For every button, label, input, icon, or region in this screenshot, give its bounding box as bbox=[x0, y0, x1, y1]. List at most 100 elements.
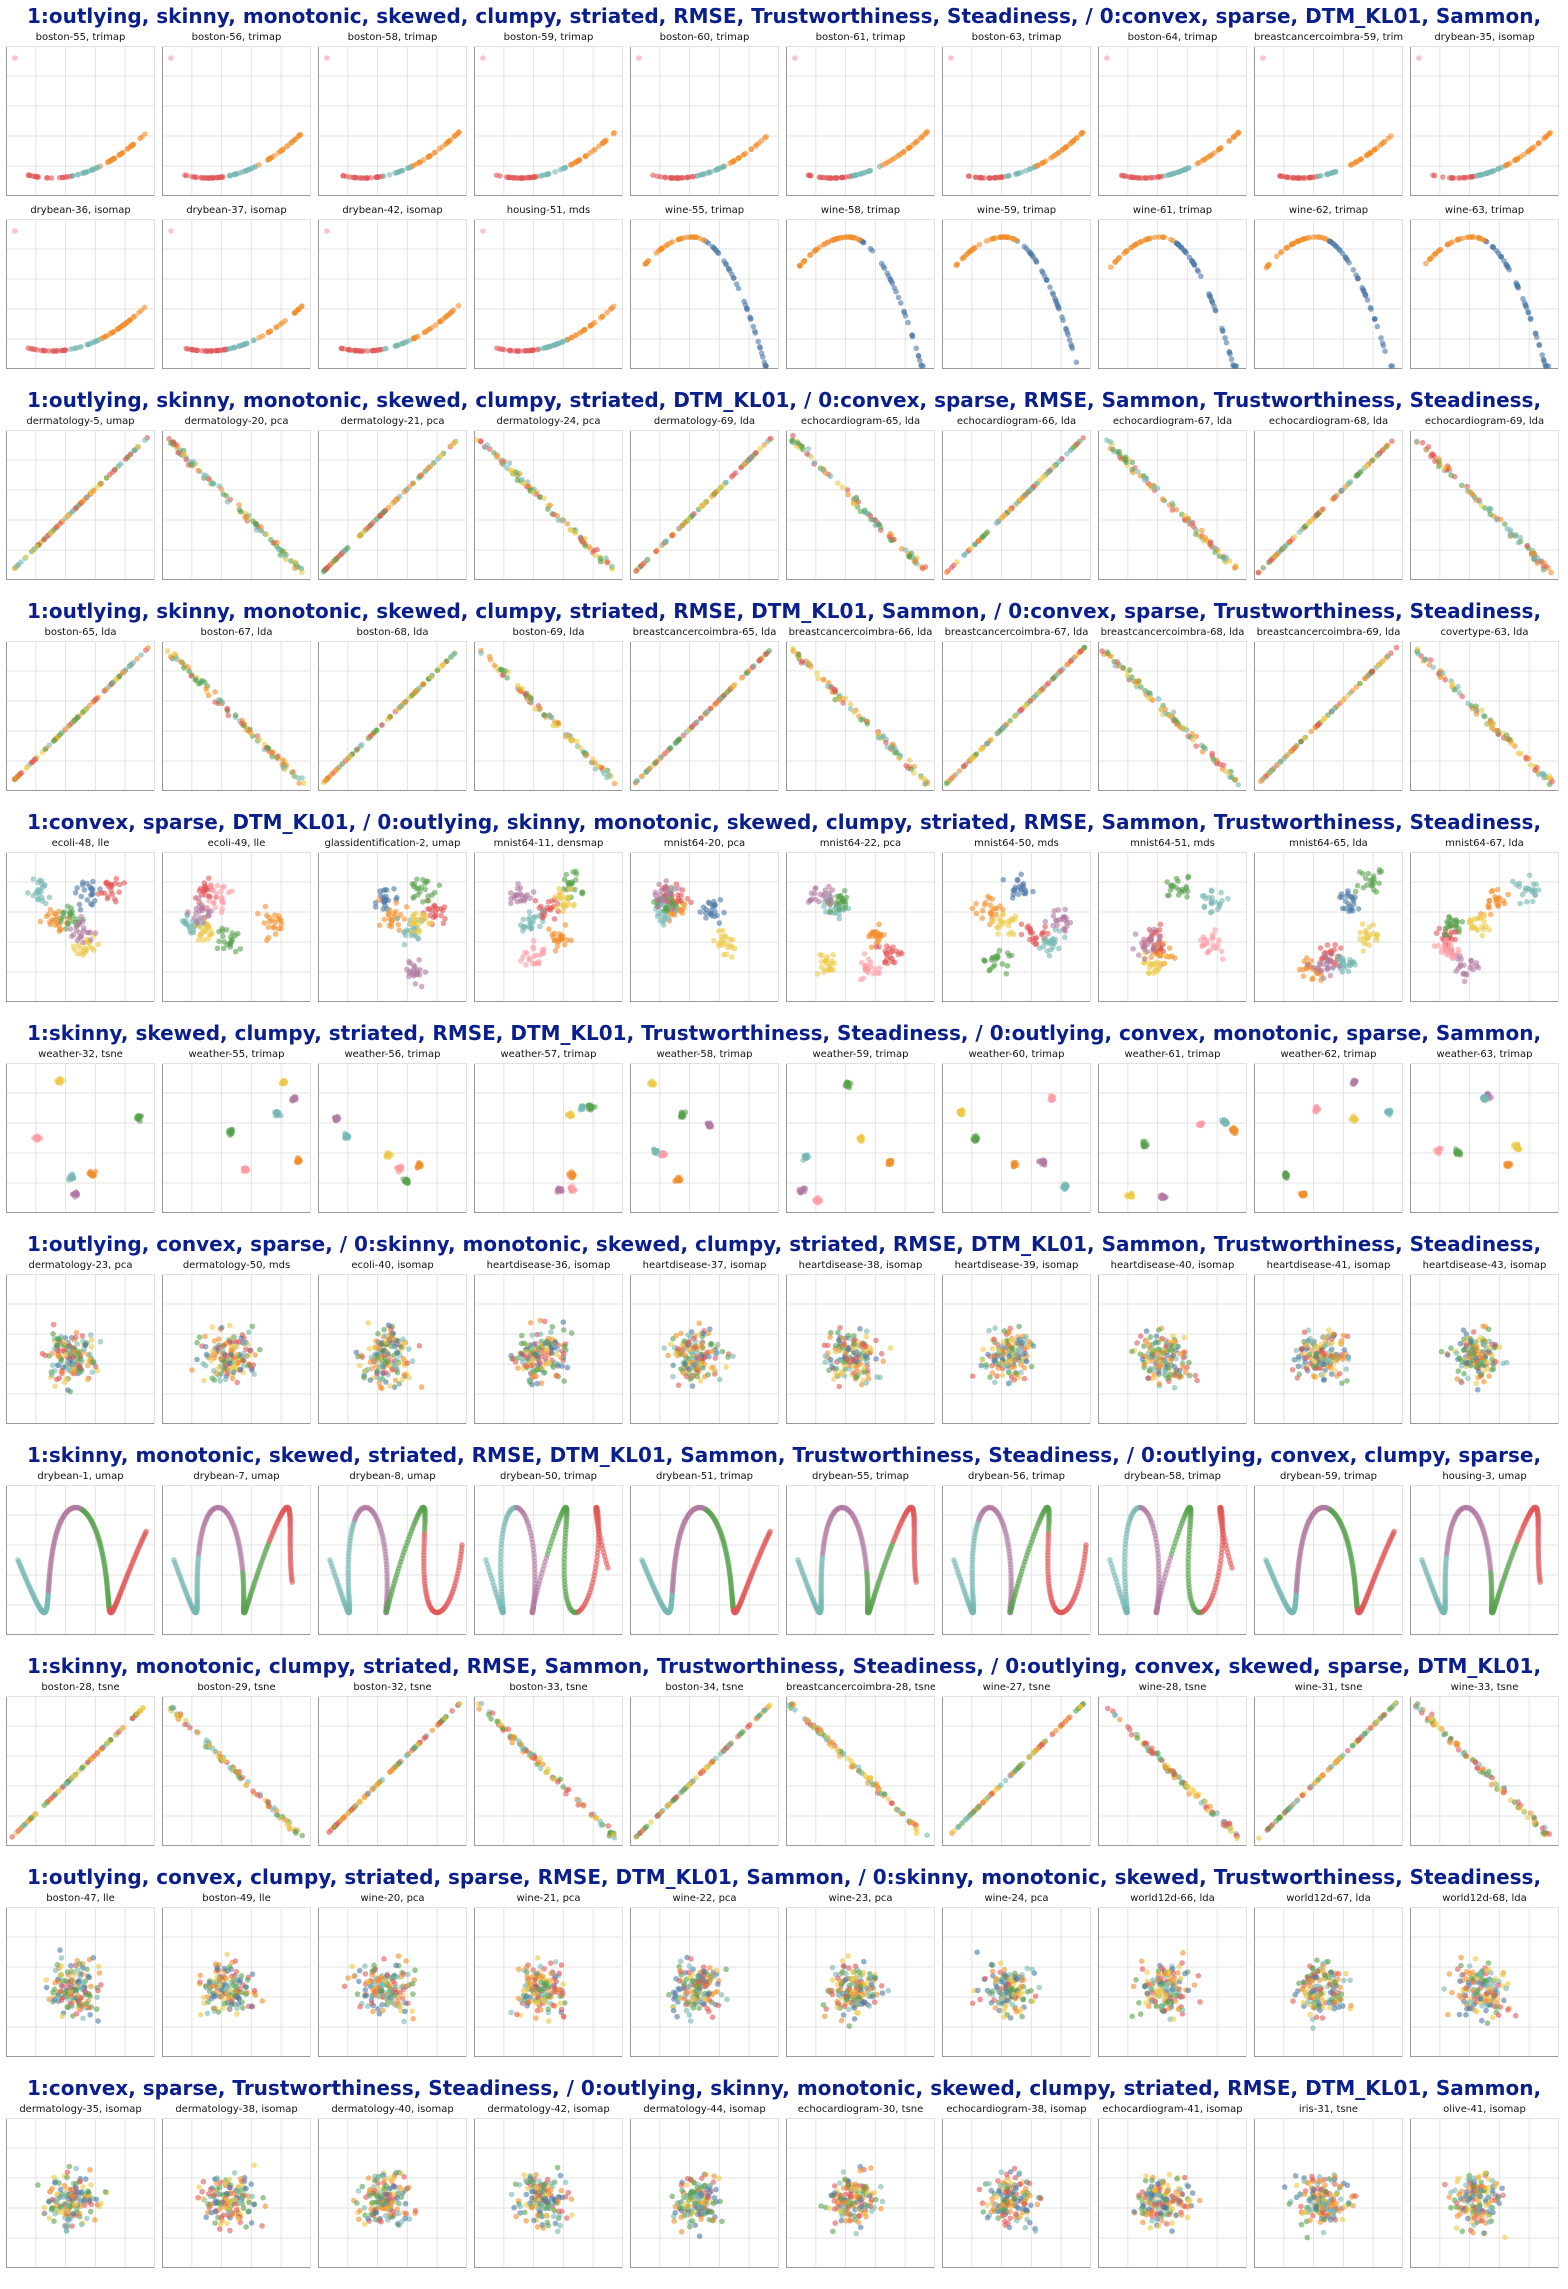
point bbox=[92, 930, 99, 936]
point bbox=[1502, 521, 1508, 527]
point bbox=[738, 464, 744, 471]
point bbox=[578, 536, 584, 542]
point bbox=[81, 945, 87, 952]
point bbox=[23, 554, 30, 560]
point bbox=[405, 165, 411, 171]
point bbox=[422, 969, 429, 975]
point bbox=[530, 489, 536, 496]
point bbox=[576, 157, 583, 163]
point bbox=[279, 147, 285, 153]
point bbox=[747, 315, 754, 322]
panel-border bbox=[474, 641, 623, 791]
point bbox=[501, 346, 507, 353]
point bbox=[1308, 728, 1315, 735]
point bbox=[1451, 687, 1458, 693]
plot-caption: wine-61, trimap bbox=[1132, 205, 1213, 216]
point bbox=[841, 887, 848, 894]
point bbox=[1422, 656, 1429, 663]
point bbox=[239, 720, 245, 727]
point bbox=[415, 929, 422, 936]
point bbox=[980, 533, 987, 540]
point bbox=[519, 476, 525, 483]
point bbox=[840, 898, 847, 905]
point bbox=[1440, 174, 1446, 180]
point bbox=[836, 893, 843, 900]
point bbox=[1320, 506, 1326, 512]
point bbox=[604, 309, 610, 316]
point bbox=[372, 904, 379, 910]
point bbox=[550, 934, 557, 940]
point bbox=[1228, 356, 1235, 363]
point bbox=[1197, 533, 1203, 540]
point bbox=[1172, 717, 1179, 723]
point bbox=[824, 897, 831, 904]
axis-frame bbox=[786, 46, 935, 196]
point bbox=[436, 146, 443, 152]
panel-border bbox=[318, 852, 467, 1002]
axis-frame bbox=[6, 852, 155, 1002]
point bbox=[664, 898, 670, 905]
point bbox=[1430, 172, 1436, 178]
point bbox=[74, 885, 80, 891]
point bbox=[552, 169, 558, 175]
point bbox=[1001, 512, 1008, 518]
plot-panel: covertype-63, lda bbox=[1410, 625, 1559, 791]
point bbox=[218, 486, 225, 492]
point bbox=[203, 473, 210, 479]
point bbox=[219, 884, 226, 891]
plot-caption: boston-65, lda bbox=[44, 627, 117, 638]
axis-frame bbox=[786, 641, 935, 791]
point bbox=[1079, 129, 1086, 136]
point bbox=[333, 767, 340, 773]
plot-panel: wine-63, trimap bbox=[1410, 203, 1559, 369]
point bbox=[808, 664, 814, 670]
point bbox=[609, 563, 615, 570]
point bbox=[763, 133, 769, 140]
point bbox=[845, 491, 851, 498]
point bbox=[224, 705, 230, 712]
plot-caption: echocardiogram-67, lda bbox=[1112, 416, 1233, 427]
point bbox=[420, 681, 427, 687]
point bbox=[669, 532, 675, 539]
point bbox=[551, 916, 558, 922]
point bbox=[1497, 516, 1504, 523]
panel-border bbox=[162, 641, 311, 791]
point bbox=[891, 285, 898, 291]
point bbox=[732, 470, 739, 476]
point bbox=[643, 260, 649, 267]
point bbox=[1499, 164, 1505, 170]
point bbox=[1382, 348, 1388, 354]
point bbox=[697, 909, 703, 915]
scatter-plot bbox=[1098, 430, 1247, 580]
point bbox=[13, 564, 19, 570]
panel-border bbox=[786, 852, 935, 1002]
panel-border bbox=[786, 46, 935, 196]
point bbox=[271, 924, 277, 930]
point bbox=[1127, 667, 1133, 673]
point bbox=[292, 136, 299, 142]
point bbox=[808, 454, 815, 460]
point bbox=[656, 881, 662, 888]
point bbox=[821, 969, 827, 975]
point bbox=[1080, 435, 1086, 441]
point bbox=[1473, 711, 1480, 717]
point bbox=[919, 565, 926, 571]
point bbox=[1294, 175, 1300, 181]
point bbox=[557, 340, 563, 346]
point bbox=[573, 871, 580, 877]
point bbox=[1062, 934, 1068, 941]
point bbox=[77, 950, 84, 957]
point bbox=[860, 239, 867, 246]
plot-caption: dermatology-69, lda bbox=[653, 416, 756, 427]
point bbox=[555, 720, 562, 726]
point bbox=[992, 175, 998, 181]
point bbox=[184, 346, 191, 352]
axis-frame bbox=[318, 46, 467, 196]
point bbox=[555, 517, 562, 523]
panel-border bbox=[318, 219, 467, 369]
point bbox=[1318, 172, 1324, 179]
point bbox=[662, 913, 669, 919]
point bbox=[657, 918, 663, 924]
point bbox=[541, 495, 547, 501]
